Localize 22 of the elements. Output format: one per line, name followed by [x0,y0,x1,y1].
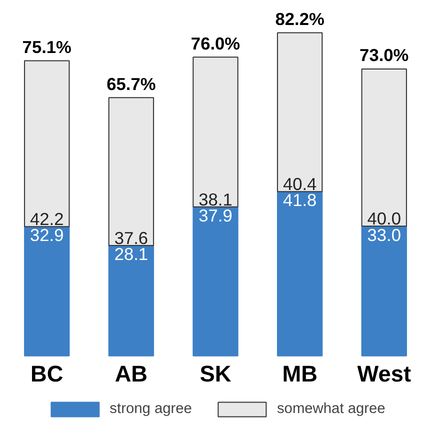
total-label: 65.7% [106,74,156,94]
legend-label: somewhat agree [276,401,386,417]
bar [24,60,70,228]
bar [192,56,238,208]
total-label: 82.2% [275,8,324,29]
legend-label: strong agree [110,401,192,417]
bar [361,226,407,356]
total-label: 76.0% [190,33,240,54]
bar [276,191,323,356]
bar [108,97,154,246]
bar [108,244,154,356]
total-label: 75.1% [22,36,72,57]
bar [24,226,70,356]
bar [192,206,238,356]
x-tick-label: MB [282,360,318,387]
total-label: 73.0% [360,45,409,66]
x-tick-label: AB [114,360,148,387]
x-tick-label: West [357,360,412,387]
bar [276,32,323,192]
x-tick-label: SK [200,360,232,387]
x-tick-label: BC [30,360,64,387]
bar [361,68,407,227]
